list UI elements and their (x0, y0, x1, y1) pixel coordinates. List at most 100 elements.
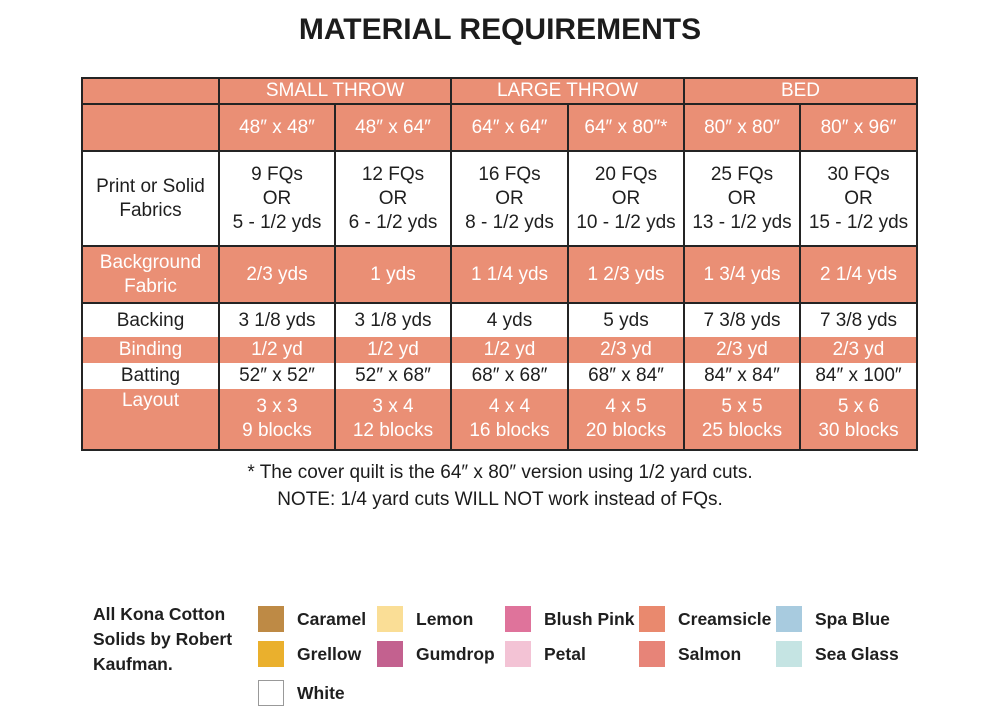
footnote: * The cover quilt is the 64″ x 80″ versi… (0, 459, 1000, 513)
legend-label: Spa Blue (815, 608, 890, 629)
legend-label: Caramel (297, 608, 367, 629)
color-swatch-salmon (639, 641, 665, 667)
color-swatch-blush-pink (505, 606, 531, 632)
color-swatch-gumdrop (377, 641, 403, 667)
row-label: Background Fabric (82, 246, 219, 304)
legend-label: Gumdrop (416, 643, 495, 664)
group-header-large-throw: LARGE THROW (450, 78, 684, 105)
data-cell: 1/2 yd (450, 337, 568, 363)
legend-item-salmon: Salmon (639, 641, 741, 667)
legend-item-petal: Petal (505, 641, 586, 667)
color-swatch-spa-blue (776, 606, 802, 632)
table-group-header-row: SMALL THROW LARGE THROW BED (82, 78, 917, 105)
legend-item-spa-blue: Spa Blue (776, 606, 890, 632)
legend-item-gumdrop: Gumdrop (377, 641, 495, 667)
table-row-layout: Layout 3 x 3 9 blocks 3 x 4 12 blocks 4 … (82, 389, 917, 450)
size-cell: 48″ x 48″ (218, 104, 335, 152)
legend-label: Sea Glass (815, 643, 899, 664)
color-swatch-sea-glass (776, 641, 802, 667)
size-cell: 64″ x 80″* (567, 104, 684, 152)
data-cell: 25 FQs OR 13 - 1/2 yds (683, 151, 800, 247)
corner-cell (82, 104, 219, 152)
data-cell: 1 3/4 yds (683, 246, 800, 304)
row-label: Batting (120, 365, 181, 386)
legend-label: Petal (544, 643, 586, 664)
data-cell: 9 FQs OR 5 - 1/2 yds (218, 151, 335, 247)
data-cell: 3 1/8 yds (334, 303, 451, 337)
size-cell: 80″ x 96″ (799, 104, 917, 152)
group-header-small-throw: SMALL THROW (218, 78, 451, 105)
size-cell: 80″ x 80″ (683, 104, 800, 152)
data-cell: 2/3 yd (683, 337, 800, 363)
data-cell: 20 FQs OR 10 - 1/2 yds (567, 151, 684, 247)
data-cell: 3 1/8 yds (218, 303, 335, 337)
data-cell: 4 yds (450, 303, 568, 337)
material-requirements-table: SMALL THROW LARGE THROW BED 48″ x 48″ 48… (81, 77, 918, 451)
footnote-line-1: * The cover quilt is the 64″ x 80″ versi… (247, 462, 753, 483)
legend-label: Blush Pink (544, 608, 635, 629)
data-cell: 1 2/3 yds (567, 246, 684, 304)
data-cell: 30 FQs OR 15 - 1/2 yds (799, 151, 917, 247)
data-cell: 1 1/4 yds (450, 246, 568, 304)
legend-item-white: White (258, 680, 345, 706)
legend-label: Salmon (678, 643, 742, 664)
data-cell: 52″ x 52″ (218, 363, 335, 389)
data-cell: 16 FQs OR 8 - 1/2 yds (450, 151, 568, 247)
legend-label: Grellow (297, 643, 362, 664)
row-label: Layout (82, 389, 219, 450)
color-swatch-petal (505, 641, 531, 667)
legend-label: White (297, 682, 345, 703)
row-label: Binding (82, 337, 219, 363)
group-header-bed: BED (683, 78, 917, 105)
data-cell: 12 FQs OR 6 - 1/2 yds (334, 151, 451, 247)
legend-item-caramel: Caramel (258, 606, 366, 632)
corner-cell (82, 78, 219, 105)
table-sizes-row: 48″ x 48″ 48″ x 64″ 64″ x 64″ 64″ x 80″*… (82, 104, 917, 152)
data-cell: 2/3 yd (567, 337, 684, 363)
data-cell: 3 x 4 12 blocks (334, 389, 451, 450)
data-cell: 1/2 yd (334, 337, 451, 363)
data-cell: 1 yds (334, 246, 451, 304)
legend-item-blush-pink: Blush Pink (505, 606, 634, 632)
legend-item-grellow: Grellow (258, 641, 361, 667)
legend-item-lemon: Lemon (377, 606, 473, 632)
size-cell: 48″ x 64″ (334, 104, 451, 152)
data-cell: 5 x 5 25 blocks (683, 389, 800, 450)
data-cell: 4 x 4 16 blocks (450, 389, 568, 450)
data-cell: 1/2 yd (218, 337, 335, 363)
table-row-background-fabric: Background Fabric 2/3 yds 1 yds 1 1/4 yd… (82, 246, 917, 304)
legend-label: Creamsicle (678, 608, 772, 629)
footnote-line-2: NOTE: 1/4 yard cuts WILL NOT work instea… (277, 489, 723, 510)
size-cell: 64″ x 64″ (450, 104, 568, 152)
data-cell: 7 3/8 yds (799, 303, 917, 337)
color-swatch-creamsicle (639, 606, 665, 632)
data-cell: 68″ x 84″ (567, 363, 684, 389)
legend-intro-text: All Kona Cotton Solids by Robert Kaufman… (93, 604, 233, 674)
data-cell: 84″ x 84″ (683, 363, 800, 389)
data-cell: 2/3 yd (799, 337, 917, 363)
color-swatch-white (258, 680, 284, 706)
legend-label: Lemon (416, 608, 474, 629)
table-row-backing: Backing 3 1/8 yds 3 1/8 yds 4 yds 5 yds … (82, 303, 917, 337)
page-title: MATERIAL REQUIREMENTS (298, 13, 702, 46)
legend-item-creamsicle: Creamsicle (639, 606, 771, 632)
data-cell: 84″ x 100″ (799, 363, 917, 389)
data-cell: 4 x 5 20 blocks (567, 389, 684, 450)
legend-item-sea-glass: Sea Glass (776, 641, 899, 667)
data-cell: 5 yds (567, 303, 684, 337)
color-swatch-grellow (258, 641, 284, 667)
data-cell: 68″ x 68″ (450, 363, 568, 389)
data-cell: 2 1/4 yds (799, 246, 917, 304)
data-cell: 5 x 6 30 blocks (799, 389, 917, 450)
data-cell: 7 3/8 yds (683, 303, 800, 337)
table-row-batting: Batting 52″ x 52″ 52″ x 68″ 68″ x 68″ 68… (82, 363, 917, 389)
color-swatch-caramel (258, 606, 284, 632)
table-row-print-or-solid-fabrics: Print or Solid Fabrics 9 FQs OR 5 - 1/2 … (82, 151, 917, 247)
row-label: Print or Solid Fabrics (82, 151, 219, 247)
row-label: Backing (116, 309, 185, 331)
table-row-binding: Binding 1/2 yd 1/2 yd 1/2 yd 2/3 yd 2/3 … (82, 337, 917, 363)
data-cell: 3 x 3 9 blocks (218, 389, 335, 450)
color-swatch-lemon (377, 606, 403, 632)
data-cell: 52″ x 68″ (334, 363, 451, 389)
data-cell: 2/3 yds (218, 246, 335, 304)
